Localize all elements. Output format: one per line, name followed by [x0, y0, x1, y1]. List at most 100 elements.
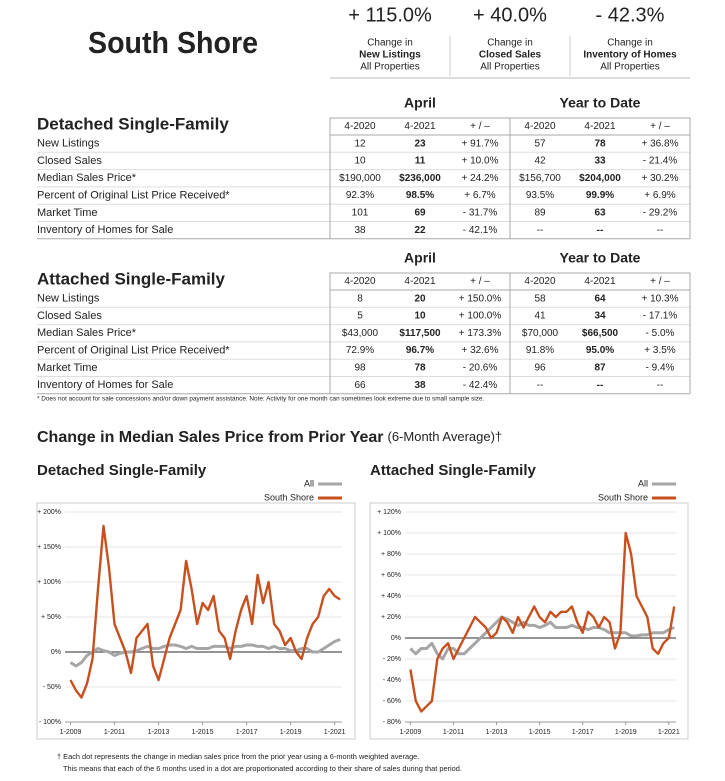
cell: -- — [537, 380, 544, 391]
cell: 78 — [594, 138, 606, 149]
x-tick-label: 1-2017 — [236, 729, 258, 736]
cell: - 20.6% — [463, 362, 498, 373]
y-tick-label: + 20% — [381, 614, 401, 621]
cell: $117,500 — [399, 328, 441, 339]
bottom-note: This means that each of the 6 months use… — [63, 764, 462, 773]
cell: 11 — [415, 156, 426, 167]
cell: $70,000 — [522, 328, 559, 339]
column-header: 4-2021 — [584, 121, 616, 132]
cell: + 100.0% — [459, 311, 502, 322]
stat-value: + 115.0% — [348, 4, 432, 26]
y-tick-label: + 50% — [41, 614, 61, 621]
cell: - 42.4% — [463, 380, 498, 391]
cell: 72.9% — [346, 345, 374, 356]
cell: + 6.7% — [464, 190, 496, 201]
row-label: Market Time — [37, 207, 98, 219]
cell: 98 — [354, 362, 366, 373]
cell: 8 — [357, 293, 363, 304]
y-tick-label: + 100% — [377, 530, 401, 537]
column-header: + / – — [650, 121, 670, 132]
cell: -- — [597, 225, 604, 236]
x-tick-label: 1-2009 — [399, 729, 421, 736]
cell: 93.5% — [526, 190, 554, 201]
stat-line: New Listings — [359, 50, 421, 61]
cell: 64 — [594, 293, 606, 304]
section-title-main: Change in Median Sales Price from Prior … — [37, 429, 384, 446]
cell: 69 — [414, 207, 426, 218]
legend-label: South Shore — [598, 492, 648, 502]
cell: 57 — [534, 138, 546, 149]
row-label: Percent of Original List Price Received* — [37, 189, 230, 201]
y-tick-label: + 200% — [37, 509, 61, 516]
column-header: 4-2020 — [524, 121, 556, 132]
y-tick-label: - 20% — [383, 656, 401, 663]
column-header: 4-2021 — [404, 121, 436, 132]
cell: 33 — [594, 156, 606, 167]
stat-line: Change in — [487, 38, 533, 49]
x-tick-label: 1-2017 — [572, 729, 594, 736]
stat-value: + 40.0% — [473, 4, 547, 26]
x-tick-label: 1-2019 — [615, 729, 637, 736]
stat-line: Inventory of Homes — [583, 50, 677, 61]
cell: 10 — [354, 156, 366, 167]
cell: -- — [597, 380, 604, 391]
row-label: Inventory of Homes for Sale — [37, 224, 173, 236]
cell: -- — [537, 225, 544, 236]
cell: 38 — [414, 380, 426, 391]
x-tick-label: 1-2009 — [60, 729, 82, 736]
x-tick-label: 1-2019 — [280, 729, 302, 736]
cell: 38 — [354, 225, 366, 236]
column-header: 4-2021 — [584, 276, 616, 287]
cell: $66,500 — [582, 328, 619, 339]
cell: 98.5% — [406, 190, 434, 201]
cell: - 21.4% — [643, 156, 678, 167]
cell: 101 — [352, 207, 369, 218]
legend-label: All — [638, 478, 648, 488]
x-tick-label: 1-2021 — [658, 729, 680, 736]
cell: 10 — [414, 311, 426, 322]
series-line — [69, 524, 341, 699]
column-header: 4-2021 — [404, 276, 436, 287]
x-tick-label: 1-2015 — [529, 729, 551, 736]
cell: 95.0% — [586, 345, 614, 356]
cell: + 36.8% — [642, 138, 679, 149]
y-tick-label: + 100% — [37, 579, 61, 586]
y-tick-label: 0% — [391, 635, 401, 642]
footnote: * Does not account for sale concessions … — [37, 396, 484, 403]
column-header: 4-2020 — [344, 121, 376, 132]
x-tick-label: 1-2013 — [148, 729, 170, 736]
legend-label: All — [304, 478, 314, 488]
row-label: Inventory of Homes for Sale — [37, 379, 173, 391]
cell: + 6.9% — [644, 190, 676, 201]
y-tick-label: - 40% — [383, 677, 401, 684]
row-label: Median Sales Price* — [37, 327, 137, 339]
table-title: Attached Single-Family — [37, 269, 226, 288]
cell: 92.3% — [346, 190, 374, 201]
y-tick-label: + 150% — [37, 544, 61, 551]
cell: $204,000 — [579, 173, 621, 184]
stat-line: All Properties — [480, 62, 539, 73]
cell: + 173.3% — [459, 328, 502, 339]
cell: -- — [657, 380, 664, 391]
stat-line: All Properties — [600, 62, 659, 73]
bottom-note: † Each dot represents the change in medi… — [57, 752, 419, 761]
cell: - 5.0% — [646, 328, 675, 339]
cell: + 32.6% — [462, 345, 499, 356]
group-header: Year to Date — [560, 95, 641, 111]
y-tick-label: - 80% — [383, 719, 401, 726]
y-tick-label: 0% — [51, 649, 61, 656]
cell: -- — [657, 225, 664, 236]
group-header: April — [404, 250, 436, 266]
cell: + 24.2% — [462, 173, 499, 184]
cell: 5 — [357, 311, 363, 322]
series-line — [409, 531, 676, 713]
page-title: South Shore — [88, 25, 258, 60]
chart-title: Detached Single-Family — [37, 462, 207, 479]
cell: 58 — [534, 293, 546, 304]
column-header: + / – — [470, 276, 490, 287]
cell: 63 — [594, 207, 606, 218]
x-tick-label: 1-2011 — [443, 729, 464, 736]
x-tick-label: 1-2013 — [486, 729, 508, 736]
cell: $156,700 — [519, 173, 561, 184]
row-label: New Listings — [37, 138, 100, 150]
